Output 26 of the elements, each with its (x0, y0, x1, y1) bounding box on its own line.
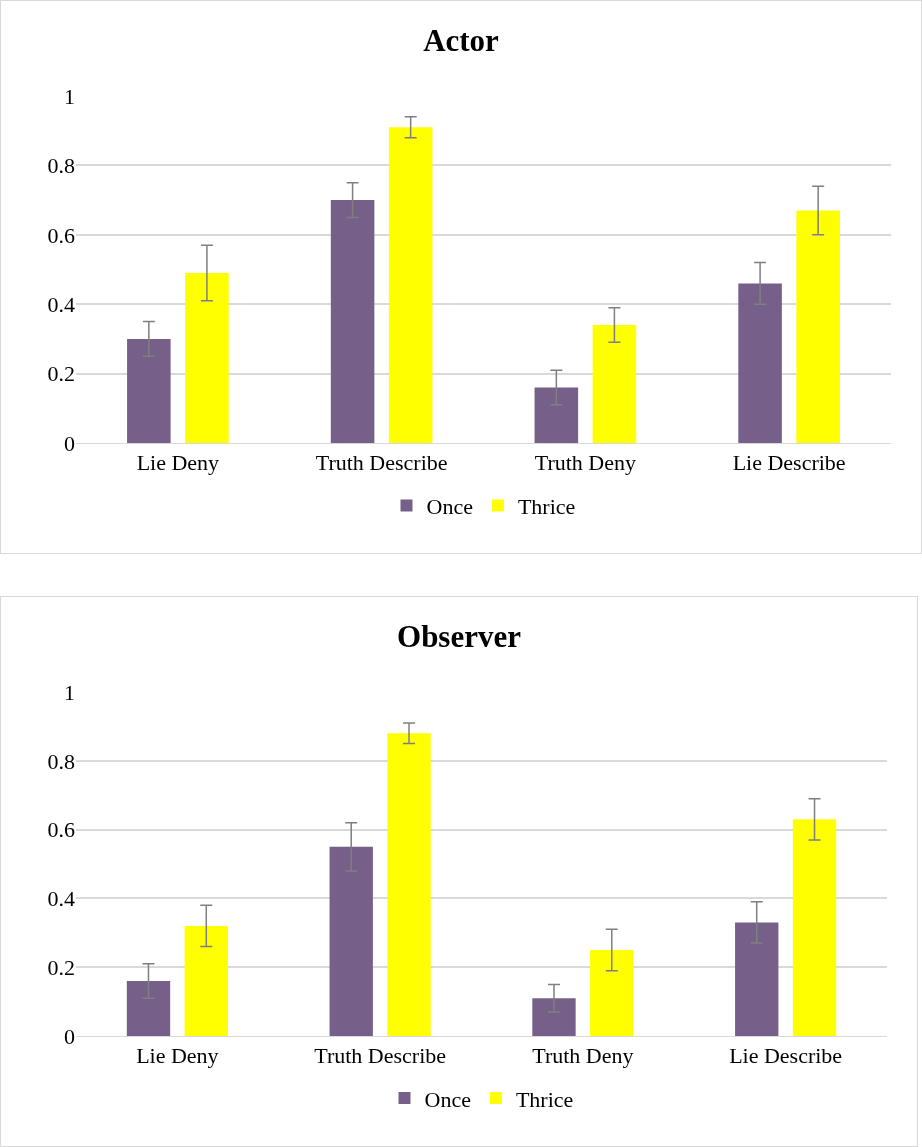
x-tick-label: Lie Deny (136, 1043, 219, 1069)
x-tick-label: Truth Deny (534, 450, 637, 476)
y-tick-label: 0.2 (47, 361, 75, 387)
y-tick-label: 0.6 (47, 817, 75, 843)
y-tick-label: 1 (64, 679, 75, 705)
x-tick-label: Truth Describe (315, 450, 448, 476)
legend-label: Once (426, 494, 473, 520)
y-tick-label: 0.8 (47, 748, 75, 774)
x-tick-label: Lie Describe (732, 450, 846, 476)
x-tick-label: Lie Describe (729, 1043, 843, 1069)
y-tick-label: 0.2 (47, 954, 75, 980)
legend-label: Thrice (517, 494, 576, 520)
legend-label: Once (424, 1086, 471, 1112)
y-tick-label: 0.4 (47, 291, 75, 317)
y-tick-label: 1 (64, 83, 75, 109)
x-tick-label: Lie Deny (136, 450, 220, 476)
y-tick-label: 0.6 (47, 222, 75, 248)
y-tick-label: 0.4 (47, 886, 75, 912)
chart-title: Actor (423, 22, 500, 58)
legend-label: Thrice (515, 1086, 574, 1112)
x-tick-label: Truth Deny (532, 1043, 634, 1069)
y-tick-label: 0 (64, 1023, 75, 1049)
y-tick-label: 0 (64, 430, 75, 456)
x-tick-label: Truth Describe (314, 1043, 447, 1069)
y-tick-label: 0.8 (47, 153, 75, 179)
chart-title: Observer (397, 618, 522, 654)
